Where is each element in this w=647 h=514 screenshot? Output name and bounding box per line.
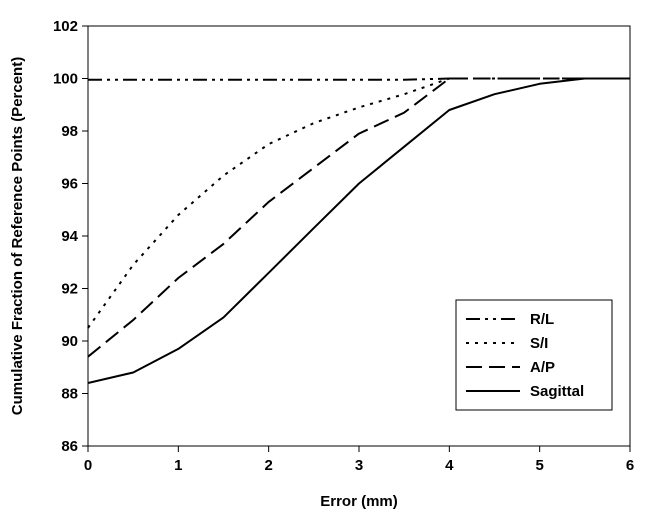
x-tick-label: 2	[264, 457, 272, 474]
y-tick-label: 98	[61, 123, 78, 140]
series-line-sagittal	[87, 77, 630, 384]
y-tick-label: 102	[53, 18, 78, 35]
y-tick-label: 90	[61, 333, 78, 350]
series-line-r-l	[88, 77, 630, 81]
x-tick-label: 4	[445, 457, 454, 474]
y-axis-title: Cumulative Fraction of Reference Points …	[9, 57, 26, 415]
x-tick-label: 0	[84, 457, 92, 474]
y-tick-label: 92	[61, 281, 78, 298]
legend-label: R/L	[530, 311, 554, 328]
y-tick-label: 100	[53, 71, 78, 88]
legend: R/L S/I A/P Sagittal	[455, 299, 613, 411]
legend-label: Sagittal	[530, 383, 584, 400]
y-tick-label: 94	[61, 228, 78, 245]
series-line-a-p	[87, 77, 630, 358]
y-tick-label: 88	[61, 386, 78, 403]
legend-label: S/I	[530, 335, 548, 352]
x-axis-title: Error (mm)	[320, 493, 398, 510]
series-line-s-i	[87, 77, 630, 329]
x-tick-label: 3	[355, 457, 363, 474]
series-layer	[87, 77, 630, 384]
y-tick-label: 86	[61, 438, 78, 455]
x-tick-label: 5	[535, 457, 543, 474]
x-tick-label: 6	[626, 457, 634, 474]
legend-label: A/P	[530, 359, 555, 376]
x-axis-ticks: 0 1 2 3 4 5 6	[84, 446, 634, 474]
x-tick-label: 1	[174, 457, 182, 474]
y-tick-label: 96	[61, 176, 78, 193]
y-axis-ticks: 86 88 90 92 94 96 98 100 102	[53, 18, 88, 455]
